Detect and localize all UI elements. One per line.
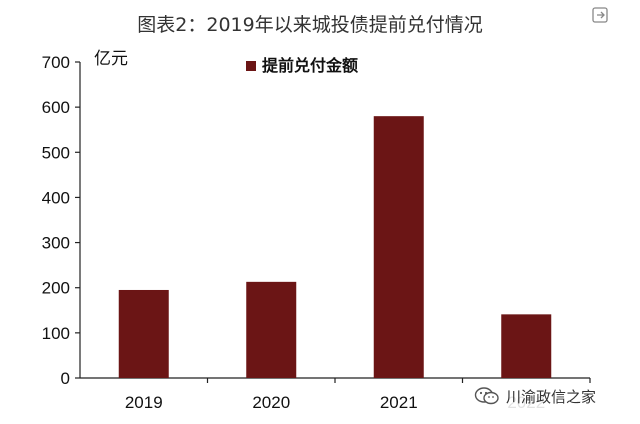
- legend-label: 提前兑付金额: [262, 56, 358, 75]
- bar-2020: [246, 281, 297, 378]
- bar-2021: [373, 116, 424, 379]
- export-icon[interactable]: [591, 6, 609, 24]
- y-tick-label: 700: [42, 53, 70, 72]
- legend: 提前兑付金额: [246, 56, 358, 75]
- wechat-icon: [474, 387, 499, 405]
- watermark-text: 川渝政信之家: [506, 387, 597, 406]
- x-tick-label: 2019: [125, 393, 163, 412]
- x-tick-label: 2020: [252, 393, 290, 412]
- y-tick-label: 400: [42, 188, 70, 207]
- y-ticks: 0 100 200 300 400 500 600 700: [42, 53, 80, 388]
- legend-swatch: [246, 61, 256, 71]
- y-tick-label: 500: [42, 143, 70, 162]
- y-tick-label: 0: [61, 369, 70, 388]
- bar-2022: [501, 314, 552, 378]
- bar-2019: [118, 289, 169, 378]
- y-tick-label: 600: [42, 98, 70, 117]
- y-tick-label: 100: [42, 324, 70, 343]
- y-tick-label: 300: [42, 234, 70, 253]
- watermark: 川渝政信之家: [468, 383, 603, 409]
- y-unit-label: 亿元: [94, 49, 128, 69]
- x-tick-label: 2021: [380, 393, 418, 412]
- y-tick-label: 200: [42, 279, 70, 298]
- chart-title: 图表2：2019年以来城投债提前兑付情况: [137, 14, 483, 36]
- bars: [118, 116, 552, 379]
